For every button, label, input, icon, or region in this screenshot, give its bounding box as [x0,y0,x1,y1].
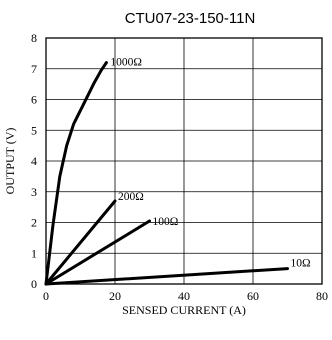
y-axis-label: OUTPUT (V) [3,128,17,195]
series-curves [44,61,289,286]
y-tick-label: 5 [31,123,37,137]
y-tick-label: 2 [31,216,37,230]
series-label-1000-ohm: 1000Ω [110,57,142,69]
series-line-10-ohm [44,267,289,286]
y-tick-label: 1 [31,246,37,260]
x-tick-label: 60 [247,289,259,303]
series-labels: 1000Ω 200Ω 100Ω 10Ω [110,57,310,270]
x-axis-label: SENSED CURRENT (A) [122,303,246,317]
plot-frame [45,37,323,285]
chart-title: CTU07-23-150-11N [125,10,256,27]
series-line-200-ohm [44,199,117,286]
y-tick-label: 3 [31,185,37,199]
y-tick-label: 0 [31,277,37,291]
x-tick-label: 80 [316,289,328,303]
y-ticks: 0 1 2 3 4 5 6 7 8 [31,31,37,291]
y-tick-label: 7 [31,62,37,76]
grid [45,37,323,285]
y-tick-label: 6 [31,93,37,107]
x-tick-label: 40 [178,289,190,303]
x-tick-label: 20 [109,289,121,303]
series-line-1000-ohm [44,61,108,286]
x-tick-label: 0 [43,289,49,303]
y-tick-label: 8 [31,31,37,45]
y-tick-label: 4 [31,154,37,168]
x-ticks: 0 20 40 60 80 [43,289,328,303]
series-line-100-ohm [44,219,151,286]
series-label-100-ohm: 100Ω [153,216,179,228]
series-label-10-ohm: 10Ω [291,258,311,270]
series-label-200-ohm: 200Ω [118,191,144,203]
